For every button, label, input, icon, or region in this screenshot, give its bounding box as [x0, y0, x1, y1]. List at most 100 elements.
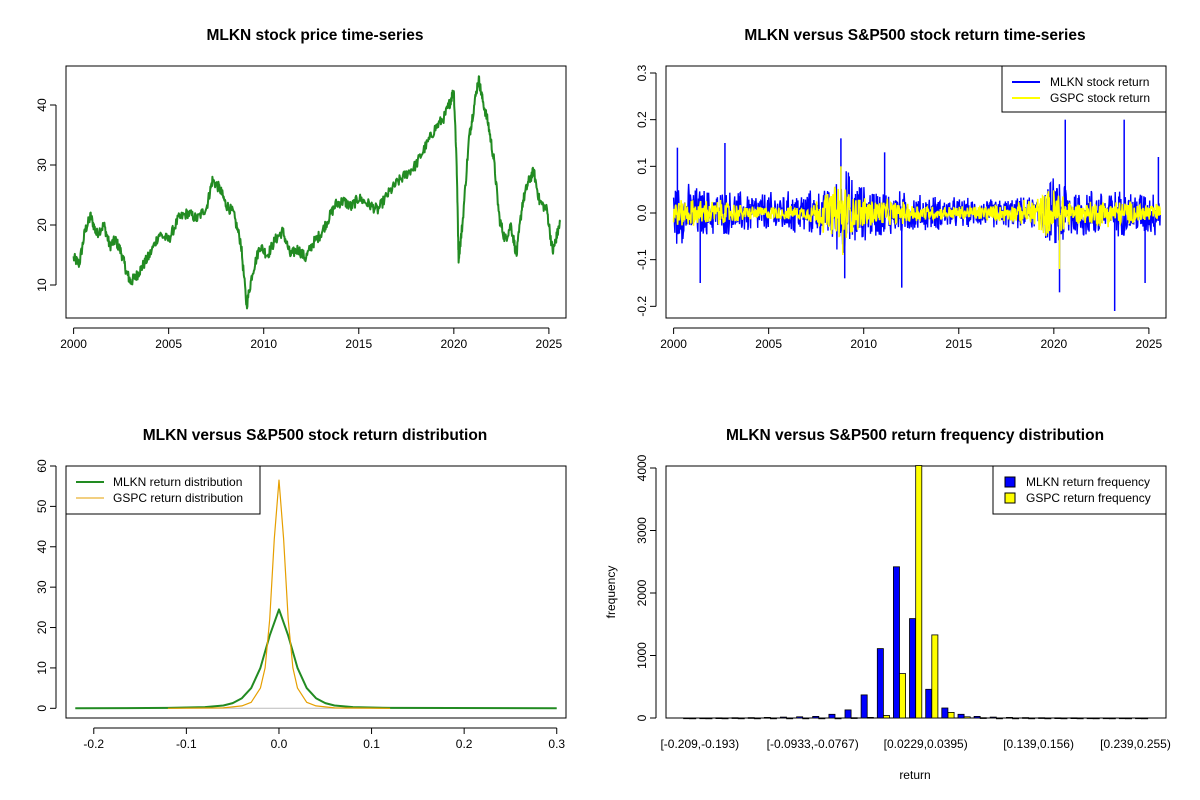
- gspc-frequency-bar: [818, 717, 826, 720]
- price-series-line: [72, 75, 561, 310]
- gspc-frequency-bar: [802, 717, 810, 720]
- gspc-frequency-bar: [915, 465, 923, 719]
- mlkn-frequency-bar: [973, 716, 981, 719]
- gspc-frequency-bar: [705, 717, 713, 720]
- mlkn-frequency-bar: [1006, 717, 1013, 719]
- mlkn-frequency-bar: [731, 717, 739, 719]
- mlkn-frequency-bar: [909, 618, 916, 719]
- returns-chart-title: MLKN versus S&P500 stock return time-ser…: [744, 27, 1085, 44]
- mlkn-frequency-bar: [1135, 717, 1142, 720]
- frequency-legend: MLKN return frequency GSPC return freque…: [992, 465, 1167, 515]
- frequency-y-axis-label: frequency: [604, 566, 618, 619]
- returns-x-tick-label: 2020: [1040, 337, 1067, 351]
- mlkn-frequency-bar: [860, 694, 868, 719]
- gspc-frequency-bar: [931, 634, 939, 719]
- gspc-frequency-bar: [883, 715, 890, 719]
- gspc-frequency-bar: [1108, 717, 1116, 720]
- gspc-frequency-bar: [770, 717, 777, 720]
- price-y-tick-label: 10: [35, 278, 49, 292]
- density-y-tick-label: 40: [35, 540, 49, 554]
- returns-y-axis: -0.2 -0.1 0.0 0.1 0.2 0.3: [635, 64, 657, 317]
- mlkn-frequency-bar: [699, 717, 707, 720]
- gspc-frequency-bar: [1060, 717, 1068, 720]
- price-marks: [72, 75, 561, 310]
- density-x-axis: -0.2 -0.1 0.0 0.1 0.2 0.3: [83, 727, 565, 751]
- frequency-marks: [683, 465, 1149, 720]
- mlkn-return-series-line: [672, 171, 1161, 253]
- mlkn-frequency-bar: [1086, 717, 1094, 720]
- gspc-frequency-bar: [689, 717, 697, 720]
- density-y-tick-label: 50: [35, 499, 49, 513]
- price-x-axis: 2000 2005 2010 2015 2020 2025: [60, 327, 563, 351]
- price-x-tick-label: 2000: [60, 337, 87, 351]
- price-x-tick-label: 2015: [345, 337, 372, 351]
- mlkn-frequency-bar: [780, 716, 787, 719]
- gspc-frequency-bar: [1092, 717, 1100, 720]
- mlkn-frequency-bar: [1022, 717, 1029, 719]
- price-y-tick-label: 20: [35, 218, 49, 232]
- gspc-frequency-bar: [963, 716, 971, 719]
- gspc-frequency-bar: [1044, 717, 1052, 720]
- mlkn-frequency-bar: [1054, 717, 1062, 719]
- frequency-y-tick-label: 4000: [635, 454, 649, 481]
- frequency-y-tick-label: 0: [635, 714, 649, 721]
- price-x-tick-label: 2010: [250, 337, 277, 351]
- returns-plot-frame: [665, 65, 1167, 319]
- density-y-tick-label: 0: [35, 705, 49, 712]
- returns-y-tick-label: 0.3: [635, 64, 649, 81]
- returns-legend: MLKN stock return GSPC stock return: [1001, 65, 1167, 113]
- frequency-x-tick-label: [0.239,0.255): [1100, 737, 1171, 751]
- price-x-tick-label: 2020: [440, 337, 467, 351]
- panel-price: MLKN stock price time-series 2000 2005 201…: [35, 27, 567, 351]
- mlkn-frequency-bar: [925, 688, 933, 719]
- mlkn-frequency-bar: [715, 717, 723, 719]
- gspc-frequency-bar: [786, 717, 794, 720]
- mlkn-frequency-bar: [989, 716, 997, 719]
- gspc-frequency-bar: [979, 717, 987, 719]
- gspc-frequency-bar: [834, 717, 842, 720]
- panel-frequency: MLKN versus S&P500 return frequency dist…: [604, 427, 1171, 782]
- gspc-frequency-bar: [1012, 717, 1019, 720]
- density-y-tick-label: 20: [35, 621, 49, 635]
- frequency-x-axis-label: return: [899, 768, 930, 782]
- mlkn-frequency-bar: [812, 716, 820, 719]
- price-y-axis: 10 20 30 40: [35, 98, 57, 292]
- price-y-tick-label: 30: [35, 158, 49, 172]
- price-x-tick-label: 2005: [155, 337, 182, 351]
- density-y-tick-label: 10: [35, 661, 49, 675]
- mlkn-frequency-bar: [876, 648, 884, 719]
- returns-x-tick-label: 2000: [660, 337, 687, 351]
- gspc-frequency-bar: [721, 717, 729, 720]
- frequency-legend-swatch-mlkn: [1004, 476, 1016, 488]
- mlkn-frequency-bar: [1118, 717, 1126, 720]
- frequency-y-tick-label: 3000: [635, 517, 649, 544]
- returns-y-tick-label: -0.1: [635, 249, 649, 270]
- mlkn-frequency-bar: [683, 717, 691, 720]
- returns-y-tick-label: 0.1: [635, 158, 649, 175]
- gspc-frequency-bar: [1028, 717, 1036, 720]
- mlkn-frequency-bar: [844, 709, 852, 719]
- frequency-legend-box: [992, 465, 1167, 515]
- density-chart-title: MLKN versus S&P500 stock return distribu…: [143, 427, 488, 444]
- density-x-tick-label: 0.0: [271, 737, 288, 751]
- returns-legend-label-mlkn: MLKN stock return: [1050, 75, 1149, 89]
- mlkn-frequency-bar: [828, 713, 836, 719]
- frequency-y-axis: 0 1000 2000 3000 4000: [635, 454, 657, 721]
- gspc-frequency-bar: [753, 717, 761, 720]
- frequency-legend-label-gspc: GSPC return frequency: [1026, 491, 1151, 505]
- frequency-y-tick-label: 1000: [635, 642, 649, 669]
- mlkn-frequency-bar: [893, 566, 900, 719]
- gspc-return-series-line: [672, 186, 1162, 238]
- mlkn-density-line: [75, 608, 557, 710]
- density-y-tick-label: 60: [35, 459, 49, 473]
- density-y-tick-label: 30: [35, 580, 49, 594]
- density-y-axis: 0 10 20 30 40 50 60: [35, 459, 57, 712]
- price-y-tick-label: 40: [35, 98, 49, 112]
- gspc-frequency-bar: [996, 717, 1003, 720]
- panel-returns: MLKN versus S&P500 stock return time-ser…: [635, 27, 1167, 351]
- gspc-frequency-bar: [866, 717, 874, 719]
- frequency-legend-label-mlkn: MLKN return frequency: [1026, 475, 1150, 489]
- price-plot-frame: [65, 65, 567, 319]
- returns-marks: [672, 119, 1162, 311]
